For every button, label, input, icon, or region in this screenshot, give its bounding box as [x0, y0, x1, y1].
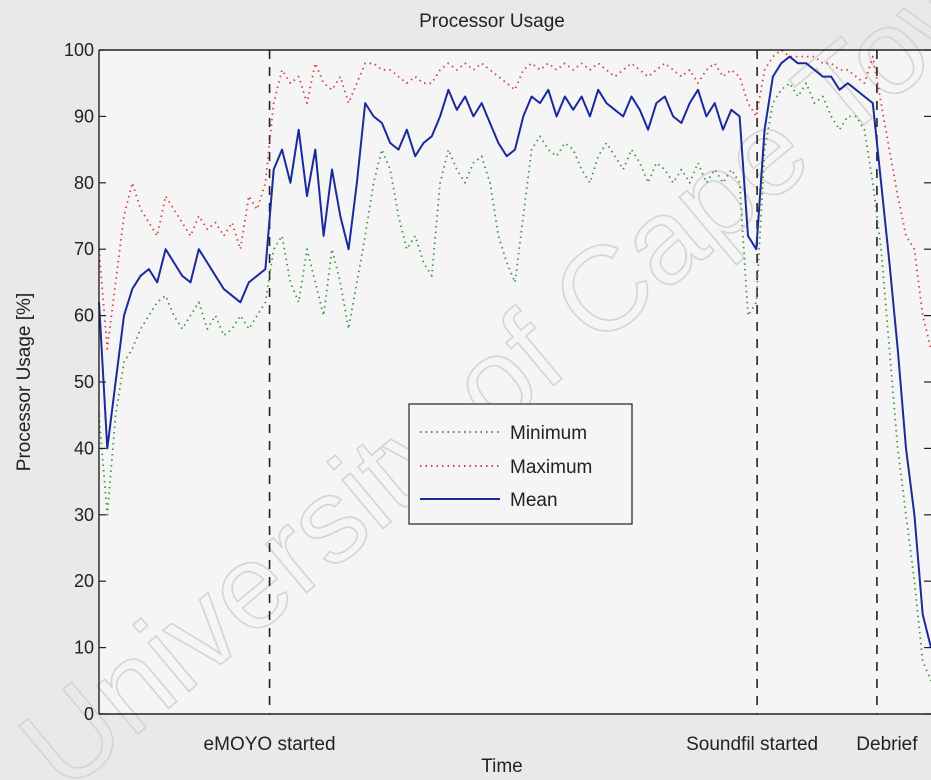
x-axis-title: Time — [481, 756, 523, 777]
event-marker-label: eMOYO started — [204, 734, 336, 755]
y-tick-label: 10 — [74, 638, 94, 658]
marker-labels: eMOYO started Soundfil started Debrief — [204, 734, 919, 755]
y-tick-label: 90 — [74, 106, 94, 126]
series-layer — [98, 49, 931, 682]
series-line-mean — [98, 55, 931, 648]
y-tick-label: 50 — [74, 372, 94, 392]
axes: 0 10 20 30 40 50 60 70 80 90 100 — [64, 40, 931, 724]
y-tick-label: 30 — [74, 505, 94, 525]
series-line-maximum — [98, 49, 931, 350]
y-tick-label: 80 — [74, 173, 94, 193]
y-tick-label: 60 — [74, 306, 94, 326]
y-tick-label: 20 — [74, 571, 94, 591]
legend-box — [408, 403, 633, 525]
legend-label-minimum: Minimum — [510, 423, 587, 444]
chart-title: Processor Usage — [419, 11, 565, 32]
legend-label-maximum: Maximum — [510, 457, 592, 478]
y-tick-label: 100 — [64, 40, 94, 60]
y-tick-label: 40 — [74, 438, 94, 458]
y-tick-label: 0 — [84, 704, 94, 724]
event-marker-label: Soundfil started — [686, 734, 818, 755]
event-marker-label: Debrief — [856, 734, 918, 755]
legend: Minimum Maximum Mean — [408, 403, 633, 525]
event-markers — [268, 50, 878, 714]
plot-area — [99, 50, 931, 714]
legend-label-mean: Mean — [510, 490, 558, 511]
y-tick-label: 70 — [74, 239, 94, 259]
y-axis-title: Processor Usage [%] — [14, 293, 35, 471]
